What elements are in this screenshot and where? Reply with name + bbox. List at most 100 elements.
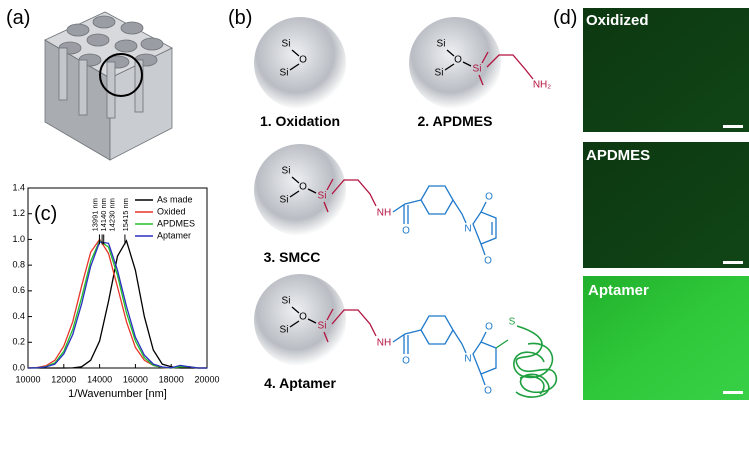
atom-label: Si xyxy=(435,68,444,79)
ring xyxy=(420,185,454,215)
atom-label: O xyxy=(402,226,410,237)
atom-label: O xyxy=(299,55,307,66)
legend-label: APDMES xyxy=(157,218,195,228)
ring xyxy=(472,341,497,375)
micrograph xyxy=(583,276,749,400)
y-tick-label: 0.0 xyxy=(12,362,25,372)
aptamer-strand xyxy=(513,325,557,398)
x-tick-label: 12000 xyxy=(51,374,76,384)
atom-label: O xyxy=(402,356,410,367)
bond xyxy=(480,201,487,213)
atom-label: NH xyxy=(377,338,391,349)
bond xyxy=(486,54,534,80)
atom-label: NH xyxy=(377,208,391,219)
micrograph-label: APDMES xyxy=(586,147,650,164)
atom-label: Si xyxy=(282,166,291,177)
micrograph-label: Aptamer xyxy=(588,282,649,299)
bond xyxy=(480,373,486,386)
sphere xyxy=(409,17,501,109)
bond xyxy=(452,329,467,354)
bond xyxy=(307,318,317,324)
x-tick-label: 16000 xyxy=(123,374,148,384)
y-tick-label: 1.0 xyxy=(12,234,25,244)
x-axis-title: 1/Wavenumber [nm] xyxy=(68,388,167,400)
panel-label: (b) xyxy=(228,7,252,29)
bond xyxy=(326,308,334,321)
peak-annotation: 14230 nm xyxy=(108,198,117,231)
atom-label: NH₂ xyxy=(533,80,551,91)
sphere xyxy=(254,17,346,109)
bond xyxy=(481,51,489,64)
atom-label: O xyxy=(484,256,492,267)
bond xyxy=(480,243,486,256)
bond xyxy=(307,188,317,194)
legend-label: Oxided xyxy=(157,206,186,216)
bond xyxy=(326,178,334,191)
porous-block xyxy=(44,11,173,161)
bond xyxy=(291,306,300,314)
bond xyxy=(392,329,422,343)
y-tick-label: 0.2 xyxy=(12,337,25,347)
atom-label: O xyxy=(454,55,462,66)
atom-label: Si xyxy=(437,39,446,50)
atom-label: Si xyxy=(282,296,291,307)
legend-label: As made xyxy=(157,194,193,204)
atom-label: Si xyxy=(280,325,289,336)
bond xyxy=(480,331,487,343)
y-tick-label: 0.4 xyxy=(12,311,25,321)
peak-annotation: 15415 nm xyxy=(121,198,130,231)
y-tick-label: 0.8 xyxy=(12,260,25,270)
step-label: 4. Aptamer xyxy=(264,375,336,391)
bond xyxy=(392,199,422,213)
atom-label: Si xyxy=(318,321,327,332)
bond xyxy=(478,74,484,86)
bond xyxy=(446,49,455,57)
ring xyxy=(472,211,497,245)
x-tick-label: 14000 xyxy=(87,374,112,384)
step-label: 2. APDMES xyxy=(418,113,493,129)
step-label: 1. Oxidation xyxy=(260,113,340,129)
bond xyxy=(452,199,467,224)
atom-label: O xyxy=(485,192,493,203)
series-line xyxy=(28,239,207,369)
bond xyxy=(331,179,377,207)
x-tick-label: 18000 xyxy=(159,374,184,384)
bond xyxy=(323,201,329,213)
atom-label: Si xyxy=(280,68,289,79)
atom-label: Si xyxy=(282,39,291,50)
scale-bar xyxy=(723,125,743,128)
bond xyxy=(291,49,300,57)
ring xyxy=(420,315,454,345)
scale-bar xyxy=(723,261,743,264)
series-line xyxy=(27,239,207,369)
bond xyxy=(323,331,329,343)
micrograph xyxy=(583,8,749,132)
series-line xyxy=(27,241,207,369)
atom-label: N xyxy=(464,224,471,235)
panel-label: (d) xyxy=(553,7,577,29)
step-label: 3. SMCC xyxy=(264,249,321,265)
y-tick-label: 1.2 xyxy=(12,208,25,218)
legend: As made Oxided APDMES Aptamer xyxy=(135,194,195,240)
bond xyxy=(462,61,472,67)
scale-bar xyxy=(723,391,743,394)
bond xyxy=(331,309,377,337)
peak-annotation: 13991 nm xyxy=(90,198,99,231)
peak-annotation: 14140 nm xyxy=(99,198,108,231)
atom-label: Si xyxy=(280,195,289,206)
sphere xyxy=(254,274,346,366)
bond xyxy=(289,320,300,328)
y-tick-label: 1.4 xyxy=(12,182,25,192)
y-tick-label: 0.6 xyxy=(12,285,25,295)
atom-label: O xyxy=(299,312,307,323)
x-tick-label: 20000 xyxy=(194,374,219,384)
atom-label: Si xyxy=(473,64,482,75)
panel-label: (c) xyxy=(34,203,57,225)
atom-label: O xyxy=(485,322,493,333)
plot-frame xyxy=(27,187,208,369)
bond xyxy=(289,190,300,198)
atom-label: S xyxy=(509,317,516,328)
bond xyxy=(495,339,509,349)
atom-label: Si xyxy=(318,191,327,202)
